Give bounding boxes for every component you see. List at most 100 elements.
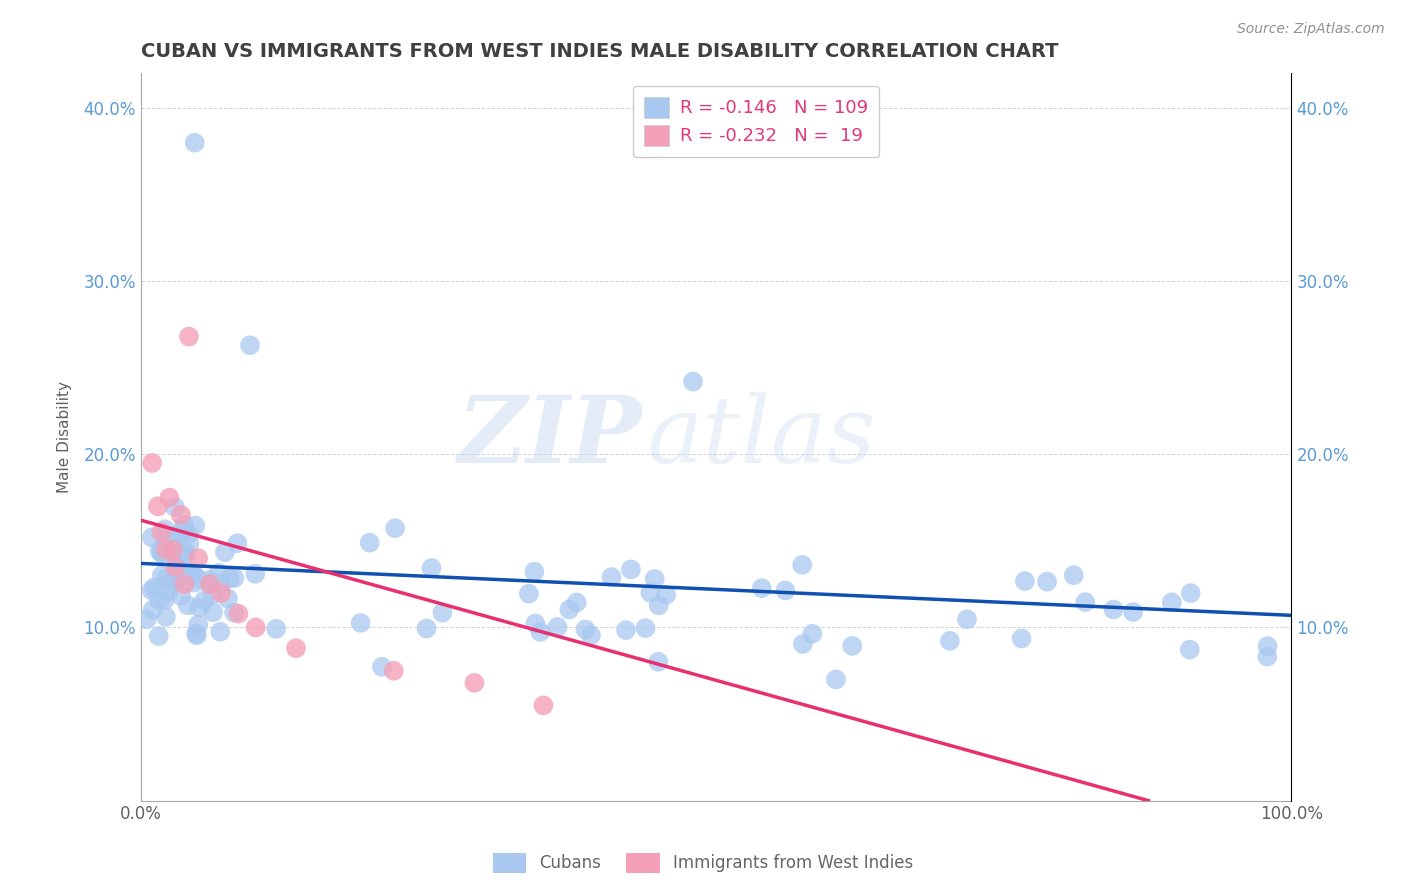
- Point: [1102, 602, 1125, 616]
- Point: [188, 600, 211, 615]
- Point: [165, 574, 187, 588]
- Point: [153, 592, 176, 607]
- Text: atlas: atlas: [647, 392, 876, 482]
- Point: [349, 615, 371, 630]
- Point: [184, 626, 207, 640]
- Point: [574, 623, 596, 637]
- Point: [228, 607, 250, 621]
- Point: [170, 589, 193, 603]
- Point: [682, 375, 704, 389]
- Point: [187, 617, 209, 632]
- Point: [226, 536, 249, 550]
- Point: [173, 577, 195, 591]
- Point: [1178, 642, 1201, 657]
- Point: [792, 637, 814, 651]
- Y-axis label: Male Disability: Male Disability: [58, 381, 72, 493]
- Point: [172, 524, 194, 538]
- Point: [148, 593, 170, 607]
- Point: [523, 565, 546, 579]
- Point: [173, 544, 195, 558]
- Point: [201, 587, 224, 601]
- Point: [183, 566, 205, 581]
- Point: [655, 588, 678, 602]
- Point: [463, 676, 485, 690]
- Point: [285, 641, 308, 656]
- Point: [841, 639, 863, 653]
- Point: [558, 602, 581, 616]
- Point: [792, 558, 814, 572]
- Point: [775, 583, 797, 598]
- Point: [579, 628, 602, 642]
- Point: [382, 664, 405, 678]
- Point: [600, 570, 623, 584]
- Point: [184, 136, 207, 150]
- Point: [142, 603, 165, 617]
- Point: [152, 545, 174, 559]
- Point: [432, 606, 454, 620]
- Point: [751, 581, 773, 595]
- Point: [163, 541, 186, 556]
- Point: [224, 571, 246, 585]
- Point: [165, 560, 187, 574]
- Point: [163, 500, 186, 515]
- Point: [153, 522, 176, 536]
- Point: [174, 548, 197, 562]
- Point: [524, 616, 547, 631]
- Point: [565, 595, 588, 609]
- Point: [198, 577, 221, 591]
- Point: [1014, 574, 1036, 588]
- Point: [155, 542, 177, 557]
- Point: [264, 622, 287, 636]
- Point: [157, 584, 180, 599]
- Point: [648, 599, 671, 613]
- Point: [640, 585, 662, 599]
- Point: [166, 558, 188, 572]
- Point: [214, 545, 236, 559]
- Text: CUBAN VS IMMIGRANTS FROM WEST INDIES MALE DISABILITY CORRELATION CHART: CUBAN VS IMMIGRANTS FROM WEST INDIES MAL…: [141, 42, 1059, 61]
- Point: [614, 623, 637, 637]
- Point: [956, 612, 979, 626]
- Point: [177, 329, 200, 343]
- Point: [620, 562, 643, 576]
- Point: [420, 561, 443, 575]
- Point: [179, 536, 201, 550]
- Point: [1036, 574, 1059, 589]
- Point: [547, 620, 569, 634]
- Point: [209, 624, 232, 639]
- Point: [208, 566, 231, 580]
- Point: [222, 606, 245, 620]
- Point: [177, 599, 200, 613]
- Point: [801, 626, 824, 640]
- Point: [384, 521, 406, 535]
- Point: [163, 569, 186, 583]
- Point: [218, 571, 240, 585]
- Text: ZIP: ZIP: [457, 392, 641, 482]
- Point: [150, 546, 173, 560]
- Point: [517, 587, 540, 601]
- Point: [186, 572, 208, 586]
- Point: [193, 593, 215, 607]
- Point: [155, 610, 177, 624]
- Point: [1122, 605, 1144, 619]
- Point: [183, 575, 205, 590]
- Point: [209, 586, 232, 600]
- Point: [135, 612, 157, 626]
- Point: [143, 581, 166, 595]
- Point: [146, 500, 169, 514]
- Point: [156, 571, 179, 585]
- Point: [198, 573, 221, 587]
- Point: [939, 633, 962, 648]
- Point: [644, 572, 666, 586]
- Point: [647, 655, 669, 669]
- Point: [415, 622, 437, 636]
- Point: [1257, 639, 1279, 653]
- Point: [217, 591, 239, 606]
- Point: [198, 577, 221, 591]
- Point: [209, 576, 232, 591]
- Point: [1160, 595, 1182, 609]
- Point: [1256, 649, 1278, 664]
- Point: [170, 508, 193, 522]
- Point: [186, 628, 208, 642]
- Point: [239, 338, 262, 352]
- Point: [163, 533, 186, 547]
